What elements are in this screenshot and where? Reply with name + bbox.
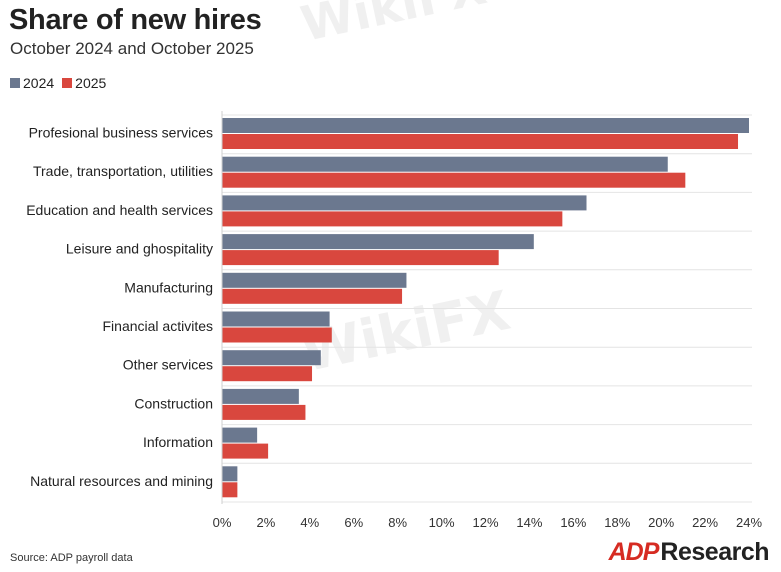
x-tick-label-3: 6% xyxy=(344,515,363,530)
bar-2025-6 xyxy=(222,366,313,382)
category-label-0: Profesional business services xyxy=(29,125,213,141)
bar-2025-5 xyxy=(222,327,332,343)
category-label-4: Manufacturing xyxy=(124,279,213,295)
bar-2024-1 xyxy=(222,156,668,172)
category-label-5: Financial activites xyxy=(103,318,214,334)
category-label-7: Construction xyxy=(134,395,213,411)
category-label-2: Education and health services xyxy=(26,202,213,218)
bar-2024-8 xyxy=(222,427,258,443)
legend-swatch-2024 xyxy=(10,78,20,88)
bar-2024-5 xyxy=(222,311,330,327)
x-tick-label-11: 22% xyxy=(692,515,718,530)
bar-2024-2 xyxy=(222,195,587,211)
bar-2025-9 xyxy=(222,482,238,498)
category-label-6: Other services xyxy=(123,357,213,373)
x-tick-label-1: 2% xyxy=(257,515,276,530)
legend: 2024 2025 xyxy=(10,75,114,91)
category-label-1: Trade, transportation, utilities xyxy=(33,163,213,179)
bar-2025-1 xyxy=(222,172,686,188)
bar-2024-0 xyxy=(222,118,749,133)
brand-text: Research xyxy=(660,538,769,566)
x-tick-label-0: 0% xyxy=(213,515,232,530)
legend-swatch-2025 xyxy=(62,78,73,88)
bar-2025-3 xyxy=(222,250,499,266)
category-label-3: Leisure and ghospitality xyxy=(66,241,213,257)
adp-logo: ADP xyxy=(608,538,660,566)
bar-2024-3 xyxy=(222,234,534,250)
bar-2024-9 xyxy=(222,466,238,482)
bar-2024-6 xyxy=(222,350,321,366)
bar-2025-7 xyxy=(222,404,306,420)
legend-label-2025: 2025 xyxy=(75,75,107,91)
source-note: Source: ADP payroll data xyxy=(10,552,133,564)
brand-logo: ADP Research xyxy=(608,538,770,567)
legend-item-2025: 2025 xyxy=(62,75,106,91)
category-label-8: Information xyxy=(143,434,213,450)
bar-2025-0 xyxy=(222,134,739,149)
x-tick-label-6: 12% xyxy=(472,515,498,530)
x-tick-label-8: 16% xyxy=(560,515,586,530)
chart-subtitle: October 2024 and October 2025 xyxy=(10,39,254,58)
chart-title: Share of new hires xyxy=(9,4,262,36)
x-tick-label-10: 20% xyxy=(648,515,674,530)
legend-item-2024: 2024 xyxy=(10,75,54,91)
bar-2024-4 xyxy=(222,272,407,288)
x-tick-label-5: 10% xyxy=(429,515,455,530)
bar-2025-8 xyxy=(222,443,269,459)
bar-2025-2 xyxy=(222,211,563,227)
x-tick-label-2: 4% xyxy=(300,515,319,530)
legend-label-2024: 2024 xyxy=(23,75,55,91)
x-tick-label-4: 8% xyxy=(388,515,407,530)
x-tick-label-9: 18% xyxy=(604,515,630,530)
x-tick-label-12: 24% xyxy=(736,515,762,530)
category-label-9: Natural resources and mining xyxy=(30,473,213,489)
bar-2024-7 xyxy=(222,388,299,404)
x-tick-label-7: 14% xyxy=(516,515,542,530)
bar-2025-4 xyxy=(222,288,403,304)
